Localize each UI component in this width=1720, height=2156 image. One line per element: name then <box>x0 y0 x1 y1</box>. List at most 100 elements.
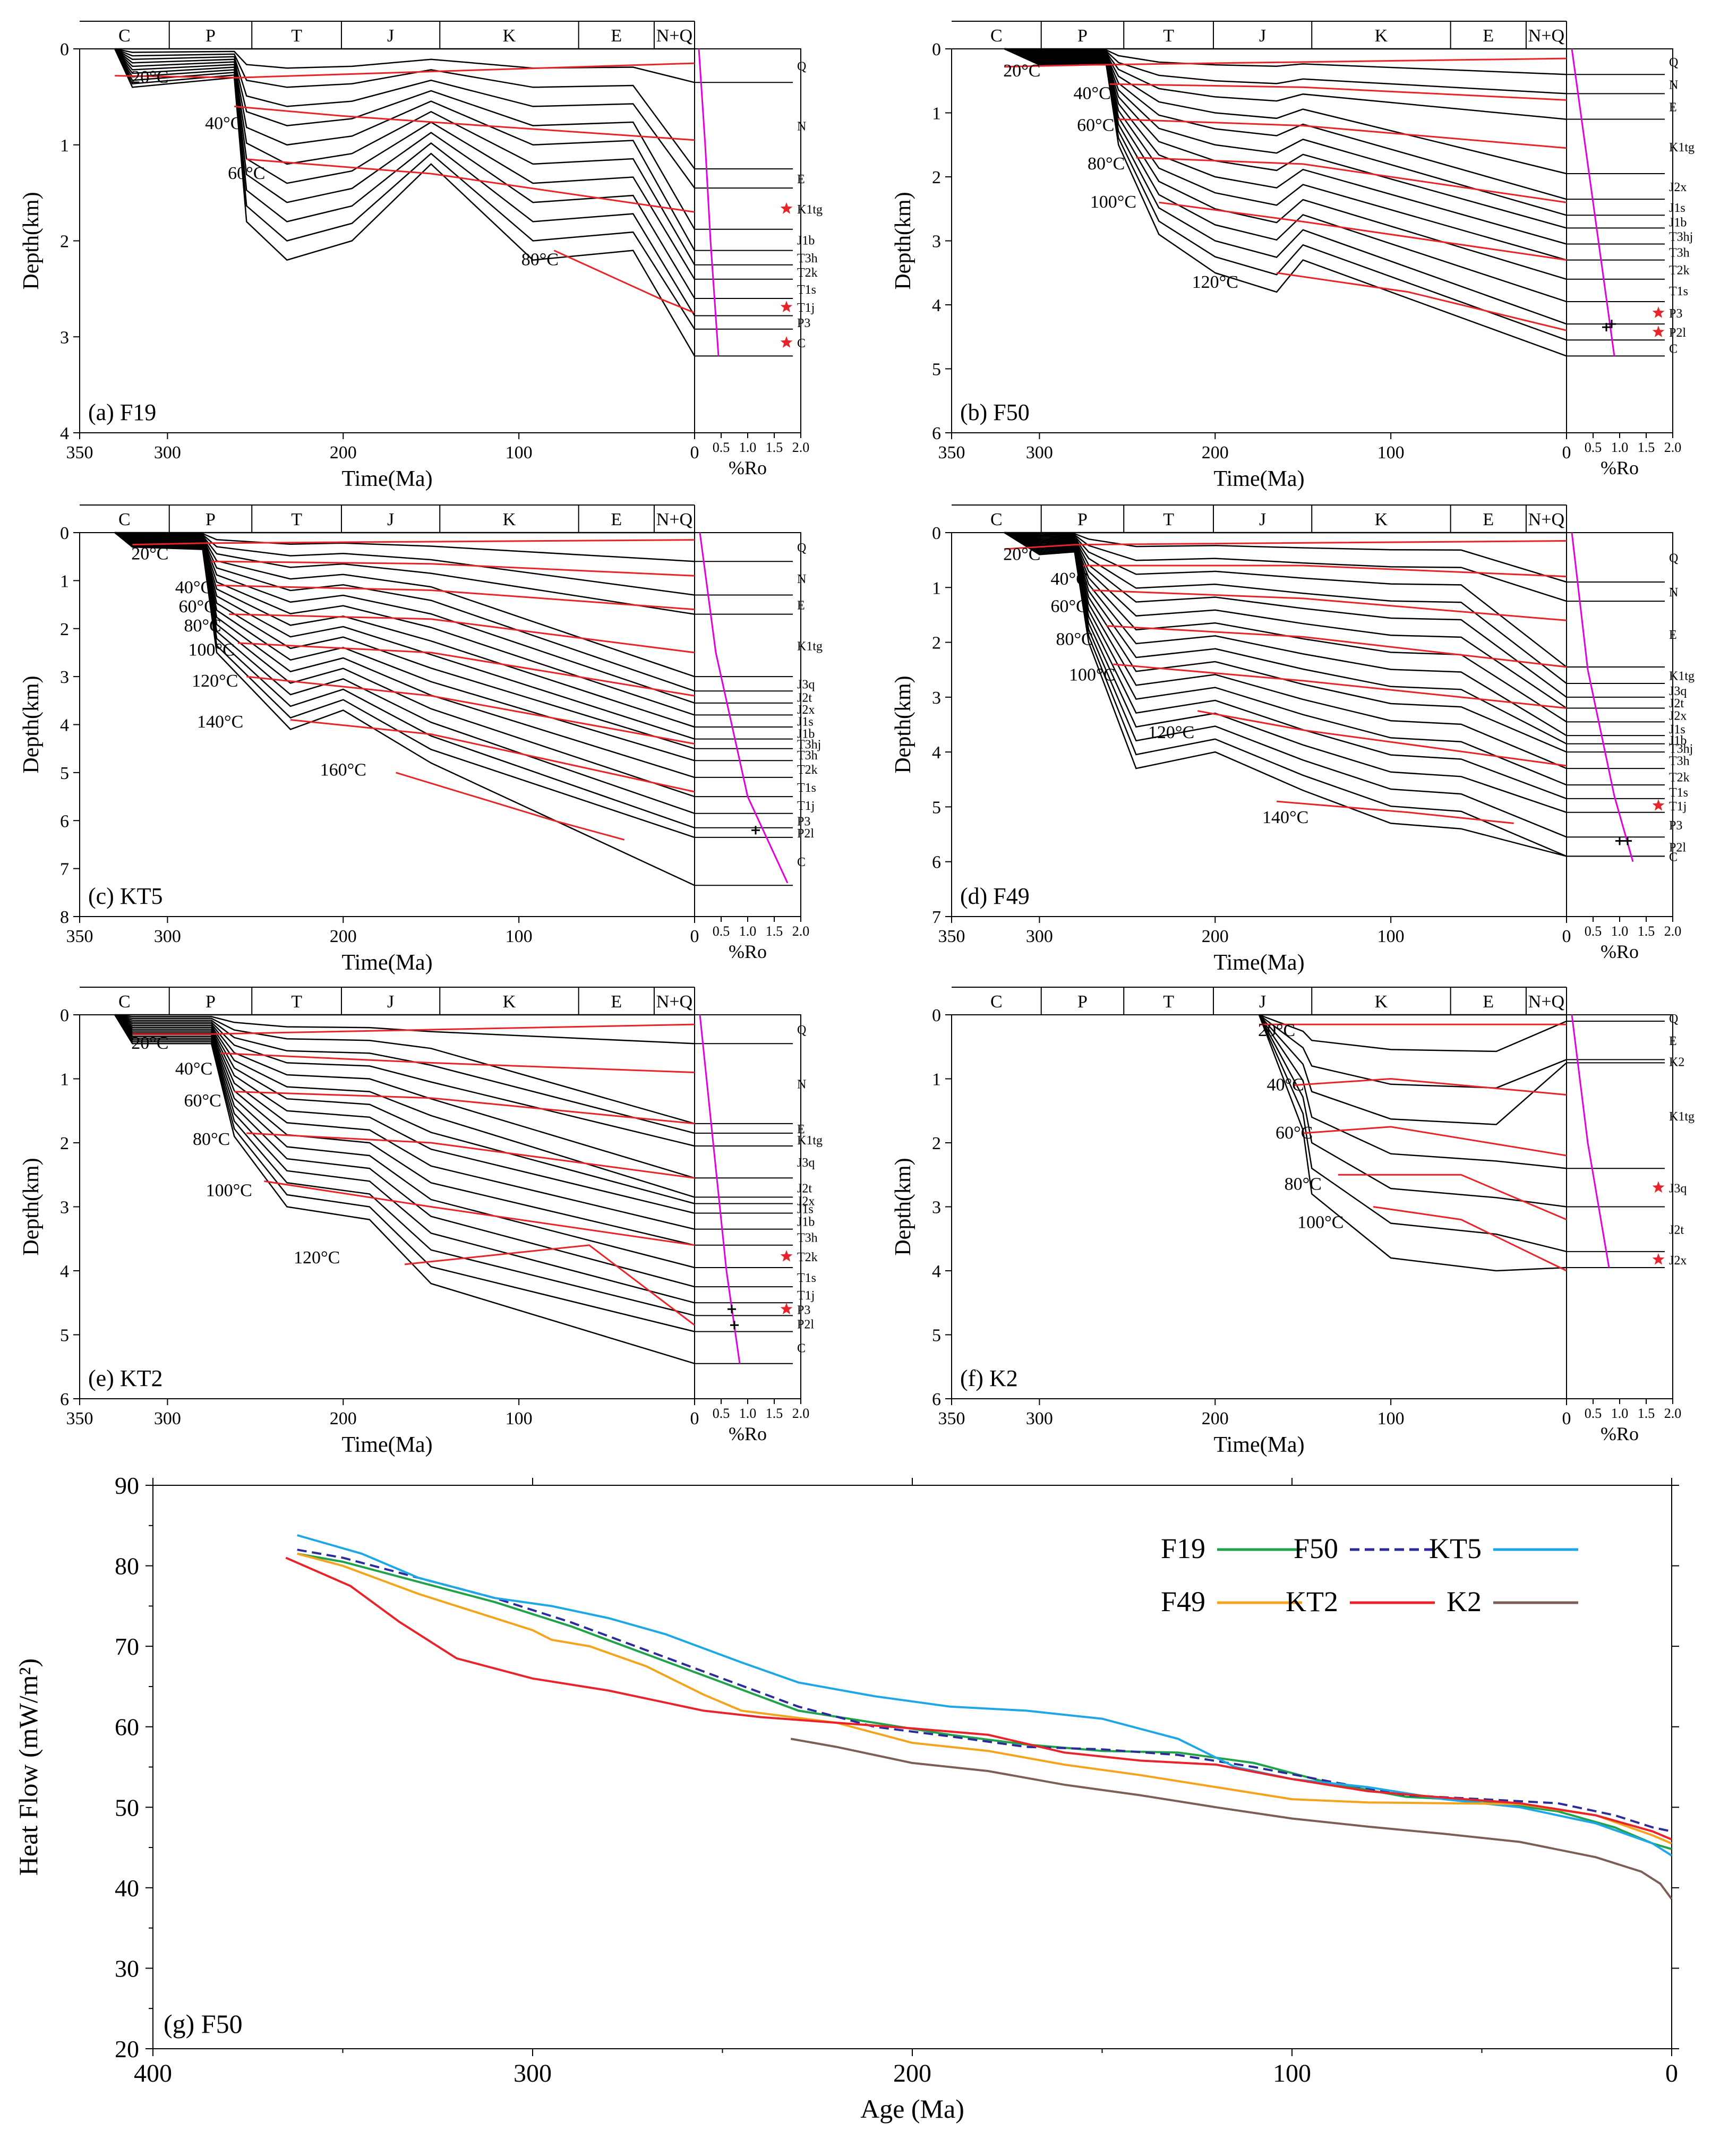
period-label: K <box>1375 992 1388 1012</box>
isotherm-line <box>1303 1126 1567 1157</box>
burial-line <box>114 532 695 704</box>
y-tick-label: 3 <box>60 1198 69 1218</box>
burial-line <box>1258 1014 1567 1208</box>
x-tick-label: 200 <box>1202 443 1229 463</box>
isotherm-line <box>1338 1174 1567 1220</box>
series-line-kt5 <box>297 1534 1673 1856</box>
burial-line <box>1004 532 1567 857</box>
ro-frame <box>694 1014 801 1399</box>
isotherm-line <box>220 1052 695 1073</box>
formation-label: P3 <box>797 815 810 828</box>
isotherm-line <box>217 584 695 611</box>
isotherm-label: 160°C <box>320 760 366 780</box>
burial-line <box>114 48 696 169</box>
isotherm-label: 20°C <box>131 67 168 87</box>
ro-measured-point <box>728 1305 736 1314</box>
isotherm-line <box>1373 1206 1567 1272</box>
isotherm-line <box>1113 663 1567 709</box>
formation-label: P2l <box>1669 841 1686 854</box>
period-label: N+Q <box>656 26 692 46</box>
burial-line <box>1259 1014 1567 1125</box>
isotherm-label: 120°C <box>1192 272 1238 292</box>
panel-d: C P T J K E N+Q 0 1 2 3 4 5 6 7 Depth(km) 350 300 200 100 0 T… <box>891 504 1695 975</box>
y-tick-label: 1 <box>932 578 941 598</box>
formation-label: J1b <box>797 1216 815 1229</box>
sample-star <box>780 336 793 348</box>
period-label: J <box>1259 510 1266 529</box>
formation-label: E <box>797 1123 805 1136</box>
burial-line <box>1259 1014 1567 1089</box>
burial-line <box>1004 48 1567 261</box>
isotherm-label: 40°C <box>175 1059 212 1079</box>
x-axis-title: Time(Ma) <box>341 467 432 491</box>
x-tick-label: 100 <box>506 443 533 463</box>
formation-label: Q <box>1669 56 1678 70</box>
burial-line <box>115 532 695 615</box>
isotherm-line <box>246 158 695 213</box>
period-label: P <box>1077 510 1088 529</box>
legend-label: F19 <box>1161 1533 1205 1564</box>
formation-label: Q <box>1669 551 1678 565</box>
formation-label: N <box>1669 78 1678 92</box>
x-tick-label: 100 <box>1377 927 1405 946</box>
isotherm-label: 40°C <box>1074 83 1111 103</box>
formation-label: Q <box>1669 1012 1678 1026</box>
isotherm-label: 80°C <box>184 616 221 636</box>
y-tick-label: 6 <box>932 853 941 872</box>
sample-star <box>1652 799 1665 811</box>
burial-line <box>114 532 695 886</box>
isotherm-label: 80°C <box>1056 629 1093 649</box>
sample-star <box>780 202 793 214</box>
formation-label: J3q <box>797 678 815 692</box>
panel-label: (f) K2 <box>960 1365 1018 1391</box>
y-axis-title: Depth(km) <box>891 192 915 289</box>
isotherm-label: 60°C <box>184 1091 221 1111</box>
burial-line <box>1004 48 1567 303</box>
formation-label: T3hj <box>1669 230 1693 244</box>
y-tick-label: 5 <box>60 764 69 783</box>
ro-measured-point <box>1607 320 1616 329</box>
plot-frame <box>152 1485 1672 2049</box>
period-label: P <box>1077 26 1088 46</box>
y-tick-label: 20 <box>115 2035 139 2063</box>
panel-label: (g) F50 <box>164 2009 243 2039</box>
burial-line <box>114 532 695 839</box>
ro-profile-line <box>698 48 720 356</box>
isotherm-line <box>246 1132 695 1179</box>
ro-axis-title: %Ro <box>729 1423 767 1444</box>
burial-line <box>1004 532 1567 857</box>
isotherm-label: 100°C <box>206 1180 252 1200</box>
y-tick-label: 2 <box>60 232 69 252</box>
isotherm-label: 100°C <box>1297 1213 1344 1233</box>
isotherm-label: 100°C <box>189 640 235 660</box>
burial-line <box>1004 532 1567 813</box>
formation-label: K1tg <box>797 203 823 217</box>
ro-tick-label: 2.0 <box>1664 440 1682 455</box>
y-tick-label: 5 <box>932 1326 941 1346</box>
isotherm-label: 80°C <box>1285 1174 1322 1194</box>
legend-label: KT2 <box>1286 1586 1338 1618</box>
formation-label: J1b <box>797 234 815 248</box>
formation-label: J2x <box>797 1194 815 1208</box>
isotherm-label: 60°C <box>179 597 216 617</box>
burial-line <box>1258 1014 1567 1253</box>
ro-profile-line <box>1571 1014 1610 1268</box>
isotherm-label: 40°C <box>175 578 212 597</box>
x-tick-label: 0 <box>690 927 699 946</box>
y-tick-label: 7 <box>60 860 69 879</box>
x-tick-label: 100 <box>1377 443 1405 463</box>
formation-label: T3h <box>1669 755 1690 768</box>
x-tick-label: 300 <box>154 1409 181 1428</box>
formation-label: T1j <box>797 301 815 315</box>
period-label: P <box>206 510 216 529</box>
burial-line <box>115 532 695 596</box>
isotherm-line <box>396 772 625 841</box>
y-tick-label: 60 <box>115 1714 139 1741</box>
y-tick-label: 2 <box>932 168 941 187</box>
panel-label: (d) F49 <box>960 883 1030 909</box>
isotherm-line <box>553 250 695 314</box>
ro-tick-label: 1.5 <box>766 440 783 455</box>
x-tick-label: 0 <box>1562 927 1571 946</box>
burial-line <box>114 1014 695 1179</box>
